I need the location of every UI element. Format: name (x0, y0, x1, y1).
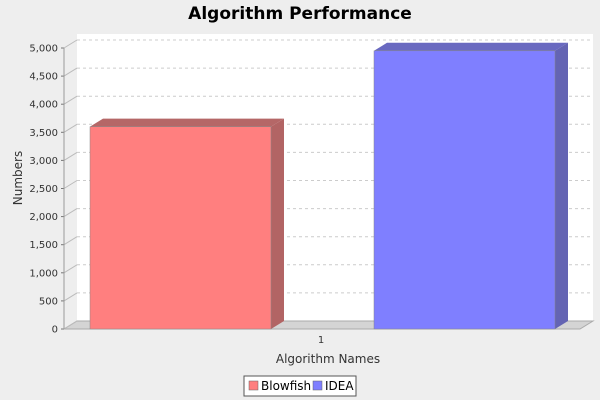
y-tick-label: 2,500 (29, 184, 58, 195)
bar-side (271, 118, 284, 330)
legend-swatch (248, 380, 259, 391)
bar-blowfish (89, 118, 284, 330)
legend-item-idea: IDEA (312, 379, 354, 393)
legend-label: Blowfish (261, 379, 311, 393)
x-axis-title: Algorithm Names (276, 352, 380, 366)
y-depth-line (63, 264, 78, 274)
y-axis-title: Numbers (11, 151, 25, 205)
y-depth-line (63, 180, 78, 189)
bar-idea (373, 42, 568, 330)
chart-title: Algorithm Performance (188, 4, 412, 24)
y-depth-line (63, 39, 78, 49)
legend-swatch (312, 380, 323, 391)
y-tick-label: 500 (39, 296, 58, 307)
y-depth-line (63, 208, 78, 218)
y-tick-label: 5,000 (29, 44, 58, 55)
bar-top (90, 118, 284, 127)
bar-front (89, 126, 272, 330)
legend-box (243, 375, 357, 397)
y-depth-line (63, 151, 78, 161)
legend-item-blowfish: Blowfish (248, 379, 311, 393)
y-tick-label: 4,500 (29, 72, 58, 83)
bar-top (374, 42, 568, 51)
y-depth-line (63, 95, 78, 105)
y-depth-line (63, 292, 78, 302)
bar-side (555, 42, 568, 330)
legend: Blowfish IDEA (243, 375, 357, 397)
y-depth-line (63, 320, 78, 330)
legend-label: IDEA (325, 379, 354, 393)
y-tick-label: 3,500 (29, 128, 58, 139)
y-depth-line (63, 123, 78, 133)
bar-front (373, 50, 556, 330)
y-tick-label: 1,500 (29, 240, 58, 251)
y-depth-line (63, 236, 78, 246)
y-tick-label: 1,000 (29, 268, 58, 279)
y-tick-label: 4,000 (29, 100, 58, 111)
y-tick-label: 0 (52, 325, 58, 336)
x-tick-label: 1 (318, 335, 324, 346)
y-tick-label: 3,000 (29, 156, 58, 167)
y-tick-label: 2,000 (29, 212, 58, 223)
y-depth-line (63, 67, 78, 77)
